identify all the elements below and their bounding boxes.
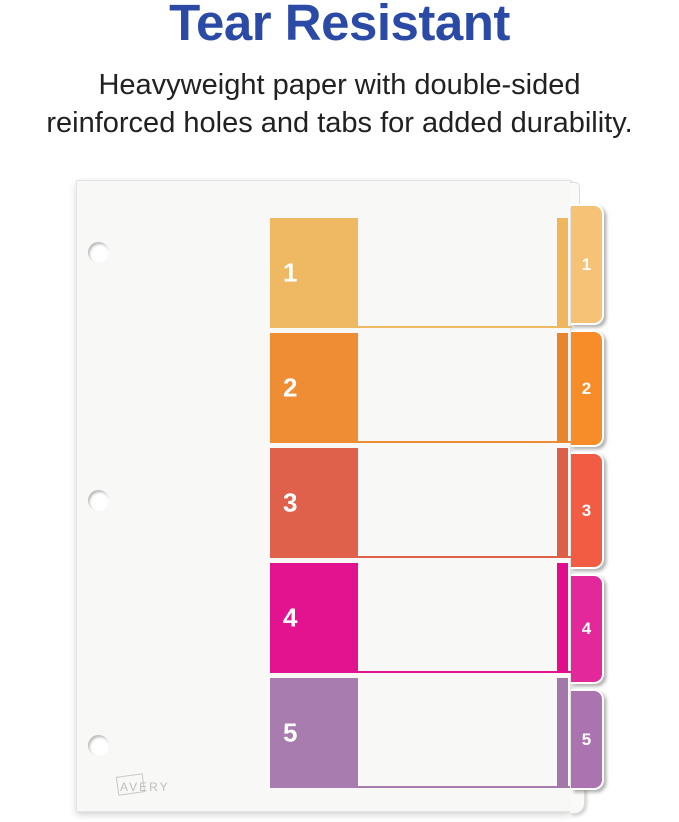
toc-block-3: 3 [270, 448, 358, 558]
index-tab-1: 1 [571, 204, 604, 325]
edge-strip-2 [557, 333, 568, 443]
subtitle-line-1: Heavyweight paper with double-sided [98, 69, 581, 101]
avery-logo-text: AVERY [120, 780, 170, 794]
edge-strip-4 [557, 563, 568, 673]
index-tab-4: 4 [571, 574, 604, 684]
tab-number: 3 [581, 500, 592, 520]
toc-block-1: 1 [270, 218, 358, 328]
index-tab-3: 3 [571, 452, 604, 569]
block-number: 4 [283, 602, 298, 633]
punch-hole-middle [88, 490, 109, 511]
toc-rule-3 [358, 556, 572, 558]
avery-logo: AVERY [115, 773, 257, 805]
toc-block-2: 2 [270, 333, 358, 443]
edge-strip-3 [557, 448, 568, 558]
index-tab-2: 2 [571, 330, 604, 447]
block-number: 5 [283, 717, 298, 748]
toc-rule-5 [358, 786, 572, 788]
toc-rule-1 [358, 326, 572, 328]
block-number: 1 [283, 257, 298, 288]
tab-number: 4 [581, 619, 592, 638]
toc-rule-2 [358, 441, 572, 443]
edge-strip-1 [557, 218, 568, 328]
subtitle-line-2: reinforced holes and tabs for added dura… [46, 107, 633, 139]
tab-number: 1 [581, 254, 592, 274]
toc-block-4: 4 [270, 563, 358, 673]
punch-hole-top [88, 242, 109, 263]
toc-block-5: 5 [270, 678, 358, 788]
index-tab-5: 5 [571, 689, 604, 790]
toc-rule-4 [358, 671, 572, 673]
block-number: 2 [283, 372, 298, 403]
page-title: Tear Resistant [169, 0, 510, 51]
subtitle: Heavyweight paper with double-sided rein… [0, 66, 679, 142]
punch-hole-bottom [88, 735, 109, 756]
block-number: 3 [283, 487, 298, 518]
edge-strip-5 [557, 678, 568, 788]
tab-number: 2 [581, 378, 592, 398]
tab-number: 5 [581, 729, 592, 749]
divider-sheet: 1 2 3 4 5 AVERY [76, 180, 572, 812]
sheet-bottom-corner-step [570, 786, 585, 814]
